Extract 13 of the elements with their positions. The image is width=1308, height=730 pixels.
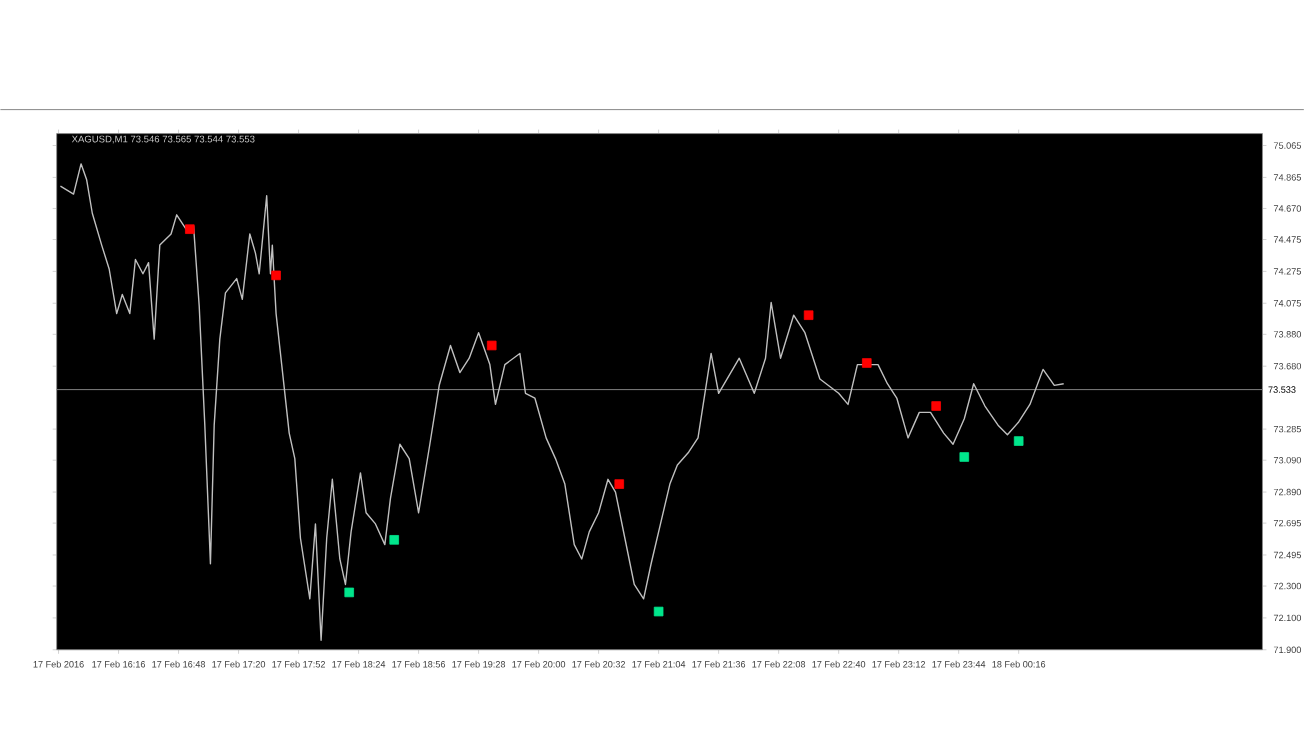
point [1013,436,1024,447]
point [861,358,872,369]
point [653,607,664,617]
point [931,401,941,412]
point [803,310,814,321]
point [486,340,497,351]
line-series [59,163,1065,642]
point [959,452,970,463]
point [344,587,354,598]
point [185,224,195,235]
point [389,535,399,545]
point [271,270,281,281]
point [614,479,625,490]
